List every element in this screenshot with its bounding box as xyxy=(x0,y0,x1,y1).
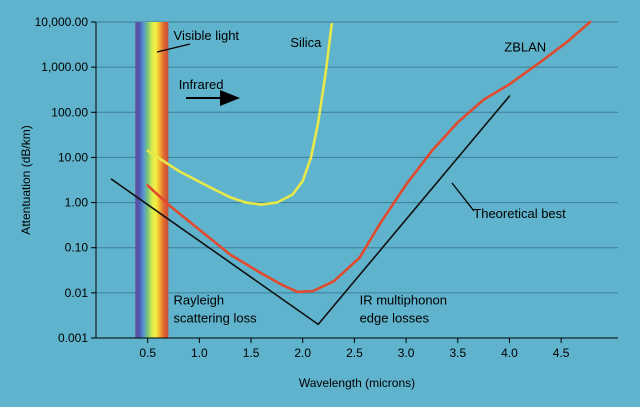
visible-light-pointer xyxy=(156,43,191,53)
x-tick-label: 1.0 xyxy=(191,346,208,360)
x-tick-label: 2.5 xyxy=(346,346,363,360)
y-tick-label: 0.001 xyxy=(58,331,88,345)
zblan-line xyxy=(146,20,592,294)
annotation-scattering-loss: scattering loss xyxy=(174,311,258,326)
theoretical-best-pointer xyxy=(451,182,475,212)
annotations: Visible light Silica ZBLAN Infrared Theoreti… xyxy=(174,28,567,326)
y-tick-label: 1,000.00 xyxy=(41,60,88,74)
x-tick-label: 4.5 xyxy=(553,346,570,360)
y-tick-label: 100.00 xyxy=(51,105,88,119)
y-tick-label: 1.00 xyxy=(65,196,89,210)
x-tick-label: 3.5 xyxy=(449,346,466,360)
x-tick-label: 2.0 xyxy=(294,346,311,360)
annotation-infrared: Infrared xyxy=(179,77,224,92)
x-tick-label: 0.5 xyxy=(139,346,156,360)
y-tick-label: 0.10 xyxy=(65,241,89,255)
y-tick-label: 10.00 xyxy=(58,150,88,164)
y-tick-label: 0.01 xyxy=(65,286,89,300)
theoretical-best-line xyxy=(110,95,511,326)
annotation-silica: Silica xyxy=(290,35,322,50)
visible-light-band xyxy=(135,22,169,338)
silica-line xyxy=(146,22,333,206)
axes: 0.001 0.01 0.10 1.00 10.00 100.00 1,000.00 10,0… xyxy=(19,15,618,390)
y-tick-label: 10,000.00 xyxy=(35,15,89,29)
x-tick-label: 4.0 xyxy=(501,346,518,360)
series-lines xyxy=(110,20,592,326)
x-axis-label: Wavelength (microns) xyxy=(299,376,415,390)
gridlines xyxy=(96,21,618,294)
annotation-visible-light: Visible light xyxy=(174,28,240,43)
annotation-edge-losses: edge losses xyxy=(360,311,430,326)
annotation-ir-multiphonon: IR multiphonon xyxy=(360,293,447,308)
x-tick-label: 3.0 xyxy=(398,346,415,360)
x-tick-label: 1.5 xyxy=(243,346,260,360)
y-axis-label: Attentuation (dB/km) xyxy=(19,125,33,234)
annotation-rayleigh: Rayleigh xyxy=(174,293,225,308)
annotation-zblan: ZBLAN xyxy=(504,40,546,55)
annotation-theoretical-best: Theoretical best xyxy=(473,206,566,221)
